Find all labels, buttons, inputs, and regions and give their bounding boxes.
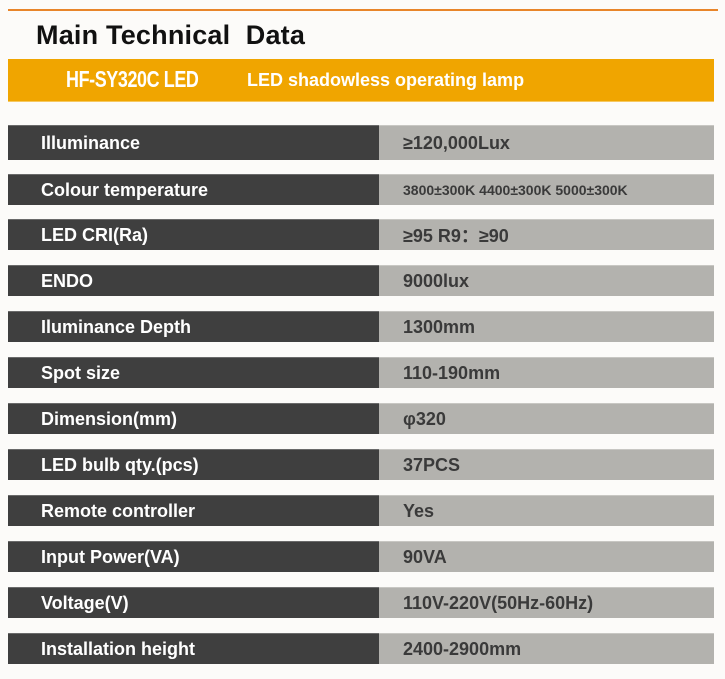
spec-label: Installation height bbox=[8, 633, 379, 664]
spec-row-input-power: Input Power(VA) 90VA bbox=[8, 541, 714, 572]
spec-label: ENDO bbox=[8, 265, 379, 296]
spec-row-depth: Iluminance Depth 1300mm bbox=[8, 311, 714, 342]
spec-label: LED CRI(Ra) bbox=[8, 219, 379, 250]
spec-value: 9000lux bbox=[379, 265, 714, 296]
spec-label: Input Power(VA) bbox=[8, 541, 379, 572]
spec-label: LED bulb qty.(pcs) bbox=[8, 449, 379, 480]
spec-value: 1300mm bbox=[379, 311, 714, 342]
spec-value: 110V-220V(50Hz-60Hz) bbox=[379, 587, 714, 618]
spec-value: 37PCS bbox=[379, 449, 714, 480]
spec-value: 2400-2900mm bbox=[379, 633, 714, 664]
spec-value: 90VA bbox=[379, 541, 714, 572]
spec-value: ≥120,000Lux bbox=[379, 125, 714, 160]
spec-row-installation-height: Installation height 2400-2900mm bbox=[8, 633, 714, 664]
product-model: HF-SY320C LED bbox=[66, 66, 199, 92]
spec-row-voltage: Voltage(V) 110V-220V(50Hz-60Hz) bbox=[8, 587, 714, 618]
spec-label: Voltage(V) bbox=[8, 587, 379, 618]
spec-label: Iluminance Depth bbox=[8, 311, 379, 342]
spec-row-spot-size: Spot size 110-190mm bbox=[8, 357, 714, 388]
spec-value: 110-190mm bbox=[379, 357, 714, 388]
product-banner: HF-SY320C LED LED shadowless operating l… bbox=[8, 59, 714, 102]
spec-value: ≥95 R9：≥90 bbox=[379, 219, 714, 250]
product-description: LED shadowless operating lamp bbox=[247, 70, 525, 90]
spec-label: Spot size bbox=[8, 357, 379, 388]
spec-value: Yes bbox=[379, 495, 714, 526]
spec-label: Dimension(mm) bbox=[8, 403, 379, 434]
spec-row-endo: ENDO 9000lux bbox=[8, 265, 714, 296]
spec-row-dimension: Dimension(mm) φ320 bbox=[8, 403, 714, 434]
spec-row-cri: LED CRI(Ra) ≥95 R9：≥90 bbox=[8, 219, 714, 250]
spec-value: φ320 bbox=[379, 403, 714, 434]
top-divider bbox=[8, 9, 718, 11]
spec-label: Colour temperature bbox=[8, 174, 379, 205]
spec-row-colour-temperature: Colour temperature 3800±300K 4400±300K 5… bbox=[8, 174, 714, 205]
spec-row-bulb-qty: LED bulb qty.(pcs) 37PCS bbox=[8, 449, 714, 480]
spec-label: Illuminance bbox=[8, 125, 379, 160]
spec-label: Remote controller bbox=[8, 495, 379, 526]
spec-value: 3800±300K 4400±300K 5000±300K bbox=[379, 174, 714, 205]
spec-row-illuminance: Illuminance ≥120,000Lux bbox=[8, 125, 714, 160]
spec-row-remote: Remote controller Yes bbox=[8, 495, 714, 526]
page-title: Main Technical Data bbox=[36, 20, 306, 50]
